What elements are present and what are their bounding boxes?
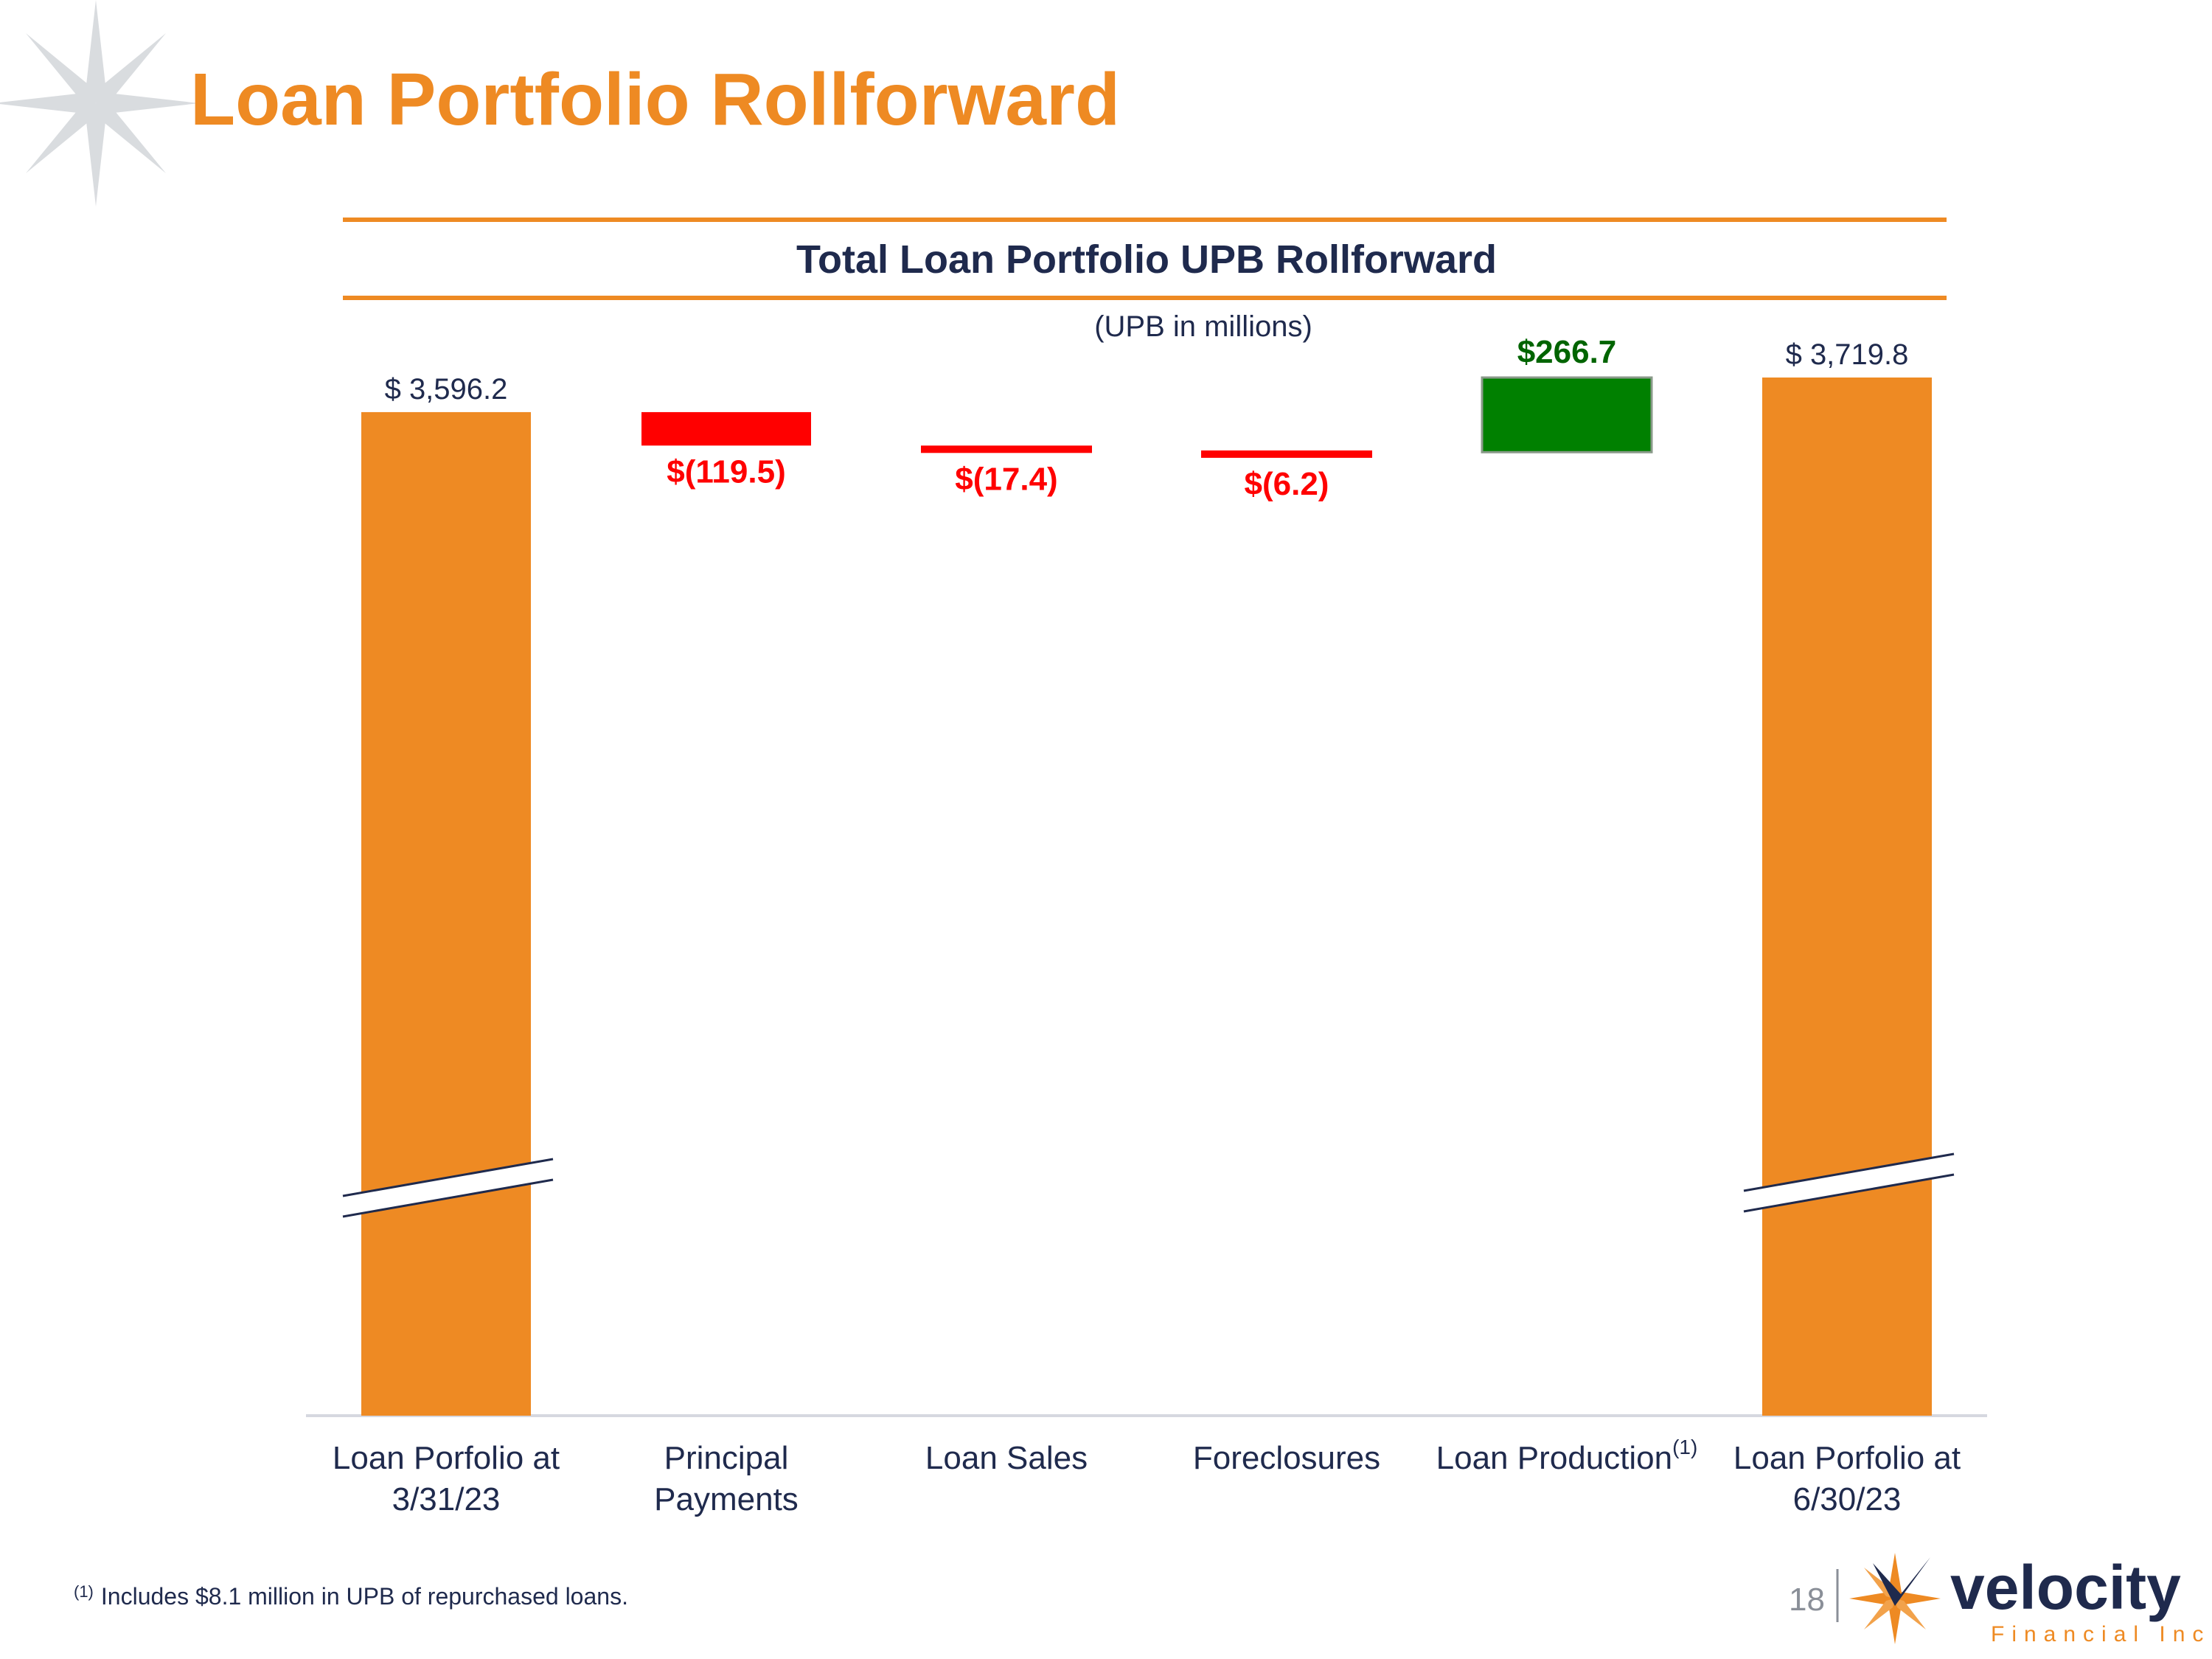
category-label-5: Loan Porfolio at 6/30/23 <box>1733 1440 1961 1517</box>
bar-0 <box>361 411 531 1416</box>
value-label-4: $266.7 <box>1517 334 1617 370</box>
value-label-5: $ 3,719.8 <box>1786 338 1909 371</box>
category-superscript: (1) <box>1672 1436 1697 1458</box>
logo-tagline: Financial Inc. <box>1991 1622 2212 1646</box>
axis-break-line <box>1743 1152 1955 1192</box>
axis-break-line <box>1743 1173 1955 1213</box>
axis-break-line <box>342 1178 554 1218</box>
bar-4 <box>1481 376 1653 453</box>
logo-wordmark: velocity <box>1950 1553 2181 1622</box>
chart-subtitle: (UPB in millions) <box>1094 310 1312 343</box>
value-label-3: $(6.2) <box>1245 466 1329 502</box>
velocity-logo: velocity Financial Inc. <box>1849 1553 2212 1646</box>
category-label-2: Loan Sales <box>925 1440 1088 1476</box>
category-label-4: Loan Production(1) <box>1436 1436 1698 1476</box>
page-number: 18 <box>1789 1582 1825 1618</box>
corner-star-logo <box>0 0 199 206</box>
axis-break-line <box>342 1158 554 1197</box>
category-label-1: Principal Payments <box>654 1440 799 1517</box>
category-label-3: Foreclosures <box>1193 1440 1380 1476</box>
category-label-0: Loan Porfolio at 3/31/23 <box>333 1440 560 1517</box>
page-title: Loan Portfolio Rollforward <box>190 58 1121 141</box>
chart-title: Total Loan Portfolio UPB Rollforward <box>796 237 1497 282</box>
axis-break-gap-5 <box>1744 1154 1954 1211</box>
footnote-text: Includes $8.1 million in UPB of repurcha… <box>101 1583 628 1610</box>
logo-star-icon <box>1849 1553 1941 1644</box>
footnote: (1) Includes $8.1 million in UPB of repur… <box>74 1582 628 1610</box>
footnote-marker: (1) <box>74 1582 94 1601</box>
bar-5 <box>1762 378 1932 1416</box>
value-label-1: $(119.5) <box>667 453 785 490</box>
value-label-2: $(17.4) <box>955 461 1057 497</box>
bar-2 <box>921 445 1092 453</box>
axis-break-gap-0 <box>343 1159 553 1217</box>
bar-1 <box>641 411 811 446</box>
value-label-0: $ 3,596.2 <box>385 373 508 406</box>
bar-3 <box>1201 450 1372 458</box>
